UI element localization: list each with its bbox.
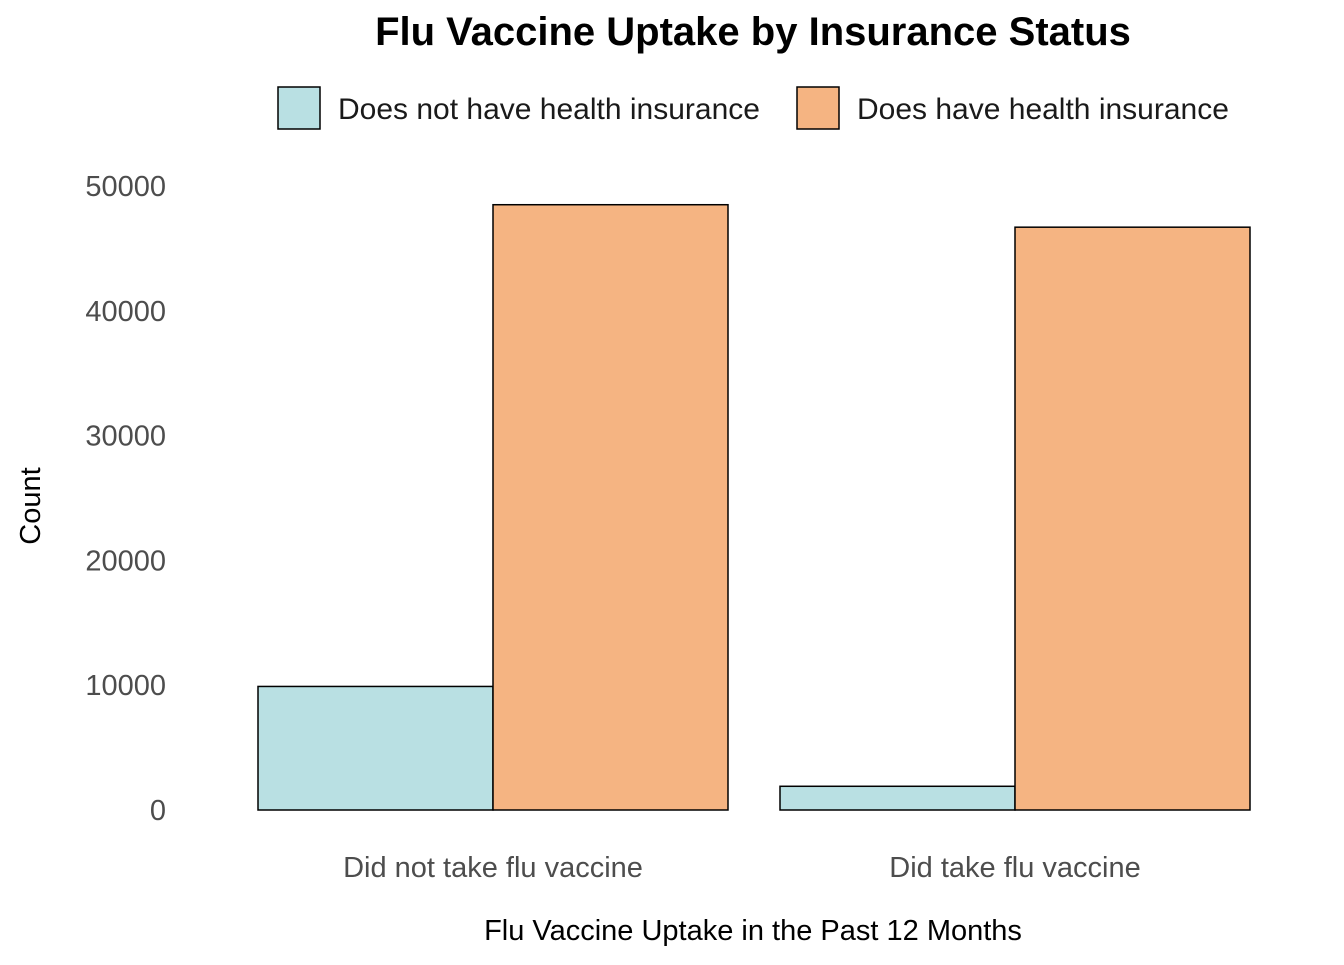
x-axis: Did not take flu vaccine Did take flu vac… xyxy=(343,852,1141,884)
y-tick-label: 0 xyxy=(150,795,166,827)
x-axis-title: Flu Vaccine Uptake in the Past 12 Months xyxy=(484,915,1022,947)
bar-no-insurance-0 xyxy=(257,685,494,811)
y-tick-label: 40000 xyxy=(85,296,166,328)
bars xyxy=(257,203,1251,811)
y-tick-label: 30000 xyxy=(85,421,166,453)
bar-has-insurance-1 xyxy=(1014,226,1251,811)
legend-label-has-insurance: Does have health insurance xyxy=(857,93,1229,126)
bar-has-insurance-0 xyxy=(492,203,729,811)
y-axis: 0 10000 20000 30000 40000 50000 xyxy=(85,171,166,827)
chart-title: Flu Vaccine Uptake by Insurance Status xyxy=(375,10,1131,54)
legend-label-no-insurance: Does not have health insurance xyxy=(338,93,760,126)
x-tick-label: Did take flu vaccine xyxy=(889,852,1140,884)
y-tick-label: 20000 xyxy=(85,545,166,577)
y-tick-label: 50000 xyxy=(85,171,166,203)
y-axis-title: Count xyxy=(15,467,47,544)
bar-no-insurance-1 xyxy=(779,785,1016,811)
x-tick-label: Did not take flu vaccine xyxy=(343,852,643,884)
legend: Does not have health insurance Does have… xyxy=(277,86,1229,130)
y-tick-label: 10000 xyxy=(85,670,166,702)
legend-swatch-no-insurance xyxy=(277,86,321,130)
legend-swatch-has-insurance xyxy=(796,86,840,130)
